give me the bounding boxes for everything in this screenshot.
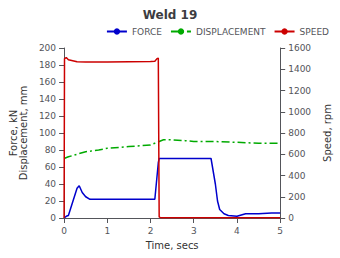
svg-text:FORCE: FORCE xyxy=(132,27,162,37)
svg-text:4: 4 xyxy=(234,226,240,236)
svg-text:80: 80 xyxy=(45,145,57,155)
svg-text:160: 160 xyxy=(39,77,56,87)
svg-text:1400: 1400 xyxy=(288,64,311,74)
svg-text:SPEED: SPEED xyxy=(300,27,330,37)
svg-text:40: 40 xyxy=(45,179,57,189)
svg-text:1: 1 xyxy=(104,226,110,236)
svg-text:Displacement, mm: Displacement, mm xyxy=(18,86,29,181)
svg-text:5: 5 xyxy=(277,226,283,236)
svg-text:600: 600 xyxy=(288,149,305,159)
svg-text:1600: 1600 xyxy=(288,43,311,53)
svg-text:120: 120 xyxy=(39,111,56,121)
svg-text:Time, secs: Time, secs xyxy=(145,240,199,251)
svg-text:DISPLACEMENT: DISPLACEMENT xyxy=(196,27,266,37)
svg-text:200: 200 xyxy=(288,192,305,202)
svg-text:1200: 1200 xyxy=(288,86,311,96)
svg-text:60: 60 xyxy=(45,162,57,172)
svg-text:800: 800 xyxy=(288,128,305,138)
svg-text:0: 0 xyxy=(61,226,67,236)
svg-text:0: 0 xyxy=(50,213,56,223)
svg-text:1000: 1000 xyxy=(288,107,311,117)
svg-text:Weld 19: Weld 19 xyxy=(143,8,198,22)
svg-text:180: 180 xyxy=(39,60,56,70)
svg-text:200: 200 xyxy=(39,43,56,53)
svg-text:400: 400 xyxy=(288,171,305,181)
svg-text:3: 3 xyxy=(191,226,197,236)
svg-text:20: 20 xyxy=(45,196,57,206)
svg-text:2: 2 xyxy=(148,226,154,236)
svg-text:Force, kN: Force, kN xyxy=(7,109,19,157)
svg-text:0: 0 xyxy=(288,213,294,223)
svg-text:140: 140 xyxy=(39,94,56,104)
svg-text:100: 100 xyxy=(39,128,56,138)
svg-text:Speed, rpm: Speed, rpm xyxy=(322,104,333,162)
